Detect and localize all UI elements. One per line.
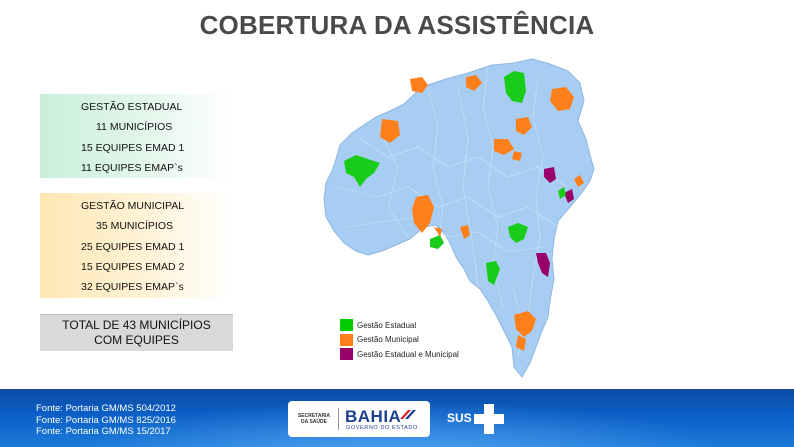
flag-stripe-icon: [400, 410, 416, 419]
state-emap: 11 EQUIPES EMAP`s: [81, 161, 183, 174]
state-emad1: 15 EQUIPES EMAD 1: [81, 141, 185, 154]
map-legend: Gestão Estadual Gestão Municipal Gestão …: [340, 318, 459, 362]
legend-label-state: Gestão Estadual: [357, 320, 417, 330]
municipal-management-box: GESTÃO MUNICIPAL 35 MUNICÍPIOS 25 EQUIPE…: [40, 193, 233, 298]
sus-logo: SUS: [447, 401, 507, 437]
legend-item-municipal: Gestão Municipal: [340, 333, 459, 347]
secretaria-logo-text: SECRETARIA DA SAÚDE: [297, 413, 331, 425]
state-municipalities: 11 MUNICÍPIOS: [96, 121, 173, 134]
legend-item-state: Gestão Estadual: [340, 318, 459, 332]
bahia-map: [318, 47, 636, 380]
legend-label-municipal: Gestão Municipal: [357, 335, 419, 344]
legend-label-both: Gestão Estadual e Municipal: [357, 349, 459, 359]
footer-bar: [0, 389, 794, 447]
bahia-logo-text: BAHIA: [345, 407, 402, 426]
sources-list: Fonte: Portaria GM/MS 504/2012 Fonte: Po…: [36, 403, 176, 438]
page-title: COBERTURA DA ASSISTÊNCIA: [199, 10, 595, 40]
legend-item-both: Gestão Estadual e Municipal: [340, 347, 459, 361]
legend-swatch-municipal: [340, 333, 353, 346]
source-line: Fonte: Portaria GM/MS 15/2017: [36, 426, 171, 437]
sus-logo-text: SUS: [447, 411, 472, 425]
bahia-logo: SECRETARIA DA SAÚDE BAHIA GOVERNO DO EST…: [288, 401, 430, 437]
municipal-municipalities: 35 MUNICÍPIOS: [96, 220, 174, 233]
legend-swatch-both: [340, 348, 353, 360]
total-line-2: COM EQUIPES: [94, 333, 179, 347]
state-managed-areas: [344, 71, 528, 285]
municipal-emad2: 15 EQUIPES EMAD 2: [81, 260, 185, 273]
municipal-managed-areas: [380, 75, 584, 351]
total-box: TOTAL DE 43 MUNICÍPIOS COM EQUIPES: [40, 314, 233, 351]
both-managed-areas: [536, 167, 574, 277]
municipal-emad1: 25 EQUIPES EMAD 1: [81, 240, 185, 253]
source-line: Fonte: Portaria GM/MS 825/2016: [36, 414, 176, 426]
municipal-heading: GESTÃO MUNICIPAL: [81, 200, 185, 212]
plus-cross-icon: [474, 404, 504, 434]
total-line-1: TOTAL DE 43 MUNICÍPIOS: [62, 318, 211, 332]
source-line: Fonte: Portaria GM/MS 504/2012: [36, 403, 176, 414]
state-management-box: GESTÃO ESTADUAL 11 MUNICÍPIOS 15 EQUIPES…: [40, 94, 233, 178]
legend-swatch-state: [340, 319, 353, 331]
municipal-emap: 32 EQUIPES EMAP`s: [81, 281, 184, 294]
state-heading: GESTÃO ESTADUAL: [81, 101, 183, 113]
governo-logo-text: GOVERNO DO ESTADO: [346, 425, 418, 431]
